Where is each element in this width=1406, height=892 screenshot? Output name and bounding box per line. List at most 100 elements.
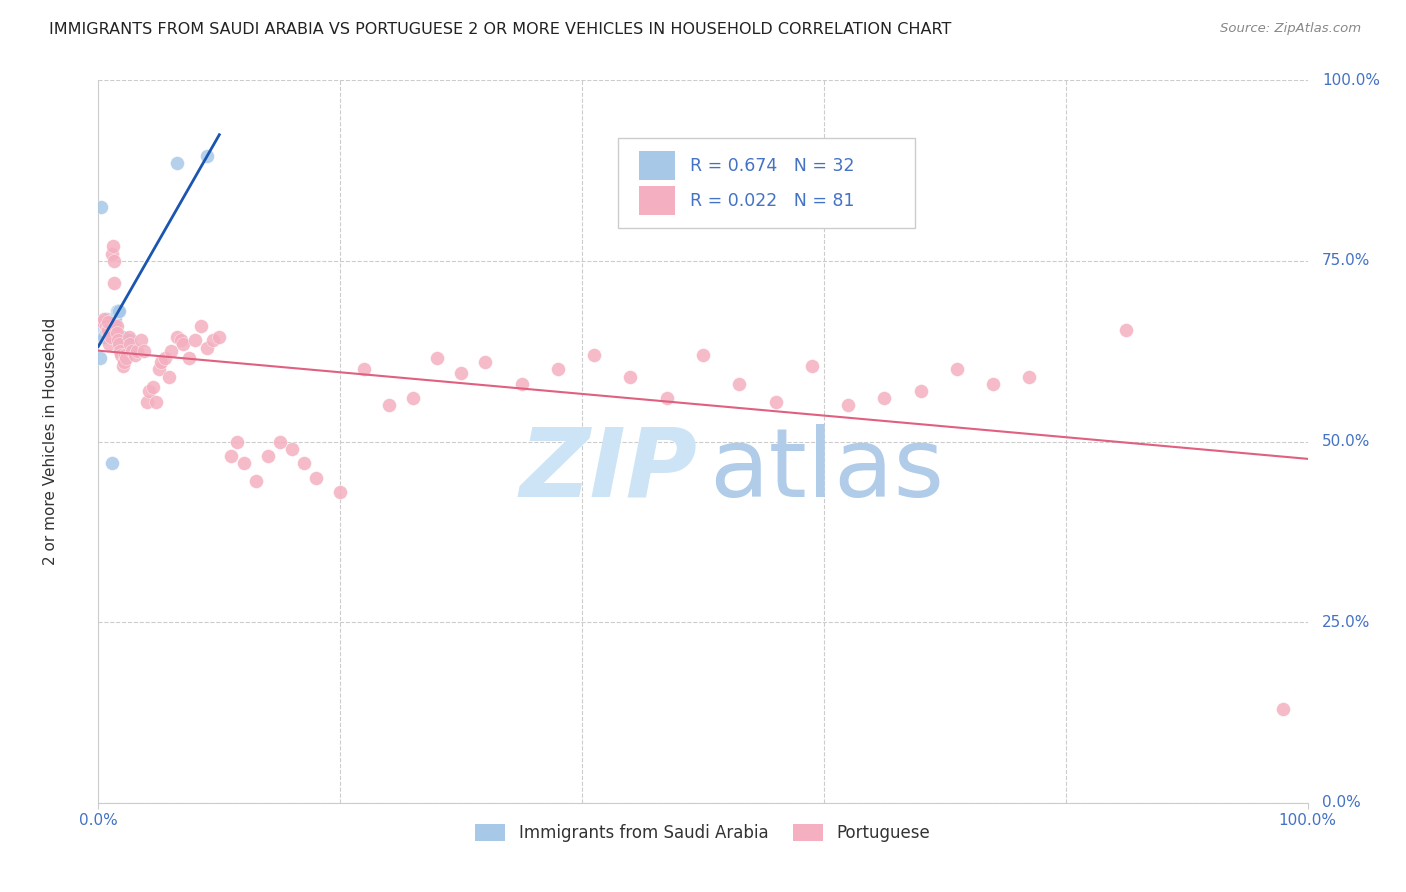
Point — [583, 348, 606, 362]
Point — [111, 359, 134, 373]
Point — [232, 456, 254, 470]
Point — [135, 394, 157, 409]
Point — [510, 376, 533, 391]
Point — [226, 434, 249, 449]
FancyBboxPatch shape — [619, 138, 915, 228]
Point — [426, 351, 449, 366]
Point — [94, 318, 117, 333]
Point — [96, 311, 118, 326]
Point — [474, 355, 496, 369]
Point — [98, 315, 121, 329]
Point — [946, 362, 969, 376]
Bar — [638, 186, 675, 215]
Text: atlas: atlas — [709, 424, 945, 517]
Point — [150, 355, 173, 369]
Text: ZIP: ZIP — [519, 424, 697, 517]
Point — [195, 149, 218, 163]
Point — [96, 318, 118, 333]
Point — [107, 304, 129, 318]
Point — [728, 376, 751, 391]
Point — [94, 322, 117, 336]
Text: 25.0%: 25.0% — [1322, 615, 1371, 630]
Point — [100, 322, 122, 336]
Point — [114, 348, 136, 362]
Point — [98, 337, 121, 351]
Point — [124, 348, 146, 362]
Point — [93, 311, 115, 326]
Text: 2 or more Vehicles in Household: 2 or more Vehicles in Household — [42, 318, 58, 566]
Point — [269, 434, 291, 449]
Point — [1115, 322, 1137, 336]
Point — [105, 304, 128, 318]
Point — [91, 318, 114, 333]
Point — [108, 304, 131, 318]
Point — [169, 334, 191, 348]
Point — [160, 344, 183, 359]
Legend: Immigrants from Saudi Arabia, Portuguese: Immigrants from Saudi Arabia, Portuguese — [468, 817, 938, 848]
Point — [105, 318, 128, 333]
Point — [129, 334, 152, 348]
Point — [450, 366, 472, 380]
Point — [166, 156, 188, 170]
Point — [195, 341, 218, 355]
Point — [138, 384, 160, 398]
Point — [89, 351, 111, 366]
Point — [981, 376, 1004, 391]
Point — [112, 355, 135, 369]
Point — [93, 330, 115, 344]
Point — [103, 253, 125, 268]
Point — [118, 330, 141, 344]
Point — [190, 318, 212, 333]
Point — [103, 311, 125, 326]
Point — [353, 362, 375, 376]
Point — [245, 475, 267, 489]
Point — [115, 351, 138, 366]
Point — [179, 351, 201, 366]
Point — [100, 318, 122, 333]
Point — [377, 398, 399, 412]
Point — [202, 334, 225, 348]
Point — [305, 470, 328, 484]
Point — [104, 318, 127, 333]
Point — [96, 322, 118, 336]
Point — [121, 344, 143, 359]
Point — [655, 391, 678, 405]
Point — [94, 318, 117, 333]
Bar — [638, 151, 675, 180]
Point — [100, 330, 122, 344]
Point — [142, 380, 165, 394]
Point — [153, 351, 176, 366]
Point — [800, 359, 823, 373]
Point — [157, 369, 180, 384]
Point — [172, 337, 194, 351]
Point — [90, 200, 112, 214]
Point — [110, 348, 132, 362]
Point — [292, 456, 315, 470]
Point — [692, 348, 714, 362]
Text: IMMIGRANTS FROM SAUDI ARABIA VS PORTUGUESE 2 OR MORE VEHICLES IN HOUSEHOLD CORRE: IMMIGRANTS FROM SAUDI ARABIA VS PORTUGUE… — [49, 22, 952, 37]
Point — [97, 318, 120, 333]
Point — [103, 276, 125, 290]
Point — [97, 315, 120, 329]
Point — [98, 322, 121, 336]
Point — [148, 362, 170, 376]
Point — [910, 384, 932, 398]
Point — [1018, 369, 1040, 384]
Text: R = 0.674   N = 32: R = 0.674 N = 32 — [690, 156, 855, 175]
Point — [118, 337, 141, 351]
Point — [97, 322, 120, 336]
Point — [91, 315, 114, 329]
Point — [166, 330, 188, 344]
Point — [111, 330, 134, 344]
Point — [98, 318, 121, 333]
Point — [96, 315, 118, 329]
Point — [837, 398, 859, 412]
Point — [547, 362, 569, 376]
Point — [93, 318, 115, 333]
Text: Source: ZipAtlas.com: Source: ZipAtlas.com — [1220, 22, 1361, 36]
Point — [127, 344, 149, 359]
Point — [619, 369, 641, 384]
Point — [256, 449, 278, 463]
Point — [91, 330, 114, 344]
Point — [100, 456, 122, 470]
